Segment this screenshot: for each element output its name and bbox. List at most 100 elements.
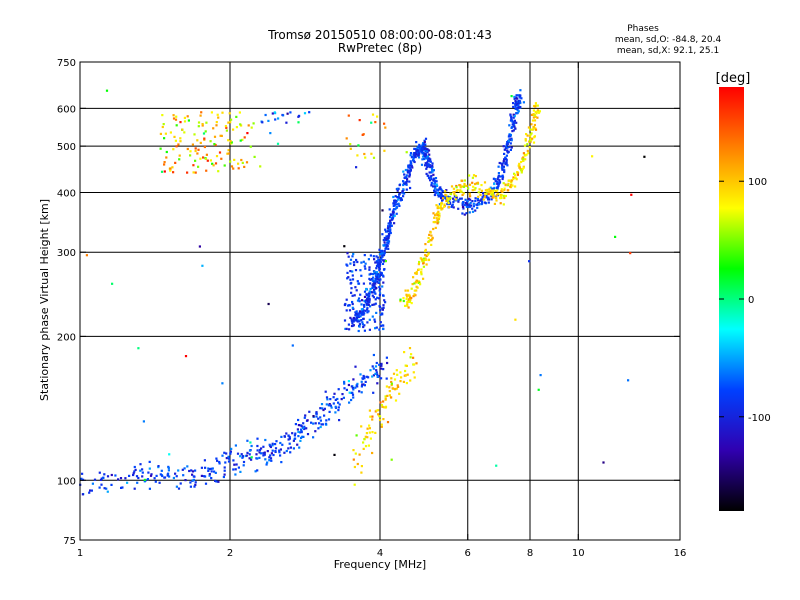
- data-point: [501, 177, 504, 181]
- data-point: [493, 189, 496, 192]
- data-point: [406, 289, 410, 292]
- data-point: [463, 182, 466, 186]
- data-point: [381, 274, 385, 277]
- data-point: [103, 487, 106, 490]
- data-point: [350, 291, 353, 294]
- data-point: [154, 480, 157, 483]
- data-point: [368, 268, 371, 271]
- data-point: [386, 230, 389, 233]
- data-point: [350, 318, 353, 321]
- data-point: [373, 318, 376, 321]
- data-point: [354, 314, 357, 317]
- data-point: [393, 222, 396, 225]
- data-point: [499, 175, 503, 178]
- data-point: [297, 121, 300, 124]
- data-point: [371, 284, 374, 287]
- data-point: [378, 294, 381, 297]
- data-point: [504, 163, 507, 166]
- data-point: [424, 137, 428, 140]
- data-point: [376, 263, 379, 266]
- data-point: [467, 197, 470, 200]
- data-point: [298, 446, 301, 449]
- data-point: [521, 168, 524, 171]
- data-point: [516, 97, 519, 100]
- data-point: [371, 431, 374, 434]
- data-point: [349, 147, 352, 150]
- data-point: [218, 462, 221, 465]
- data-point: [407, 166, 410, 169]
- data-point: [442, 197, 445, 200]
- data-point: [256, 444, 259, 448]
- data-point: [135, 475, 139, 478]
- data-point: [403, 173, 406, 176]
- data-point: [423, 147, 426, 151]
- data-point: [362, 325, 365, 329]
- data-point: [378, 415, 382, 418]
- data-point: [338, 419, 341, 422]
- data-point: [235, 126, 238, 129]
- data-point: [460, 179, 463, 182]
- data-point: [270, 459, 273, 462]
- data-point: [199, 114, 202, 117]
- data-point: [100, 477, 103, 480]
- data-point: [378, 363, 381, 366]
- data-point: [466, 199, 469, 202]
- data-point: [394, 388, 397, 391]
- data-point: [510, 181, 513, 184]
- data-point: [388, 208, 391, 211]
- data-point: [240, 158, 243, 162]
- data-point: [364, 156, 367, 159]
- data-point: [279, 441, 282, 445]
- data-point: [435, 204, 438, 207]
- data-point: [514, 318, 517, 321]
- data-point: [172, 476, 175, 480]
- data-point: [172, 117, 176, 120]
- data-point: [424, 257, 427, 260]
- data-point: [384, 301, 387, 304]
- data-point: [421, 143, 424, 146]
- data-point: [343, 387, 346, 390]
- data-point: [328, 403, 331, 406]
- data-point: [469, 198, 472, 201]
- data-point: [337, 406, 340, 409]
- data-point: [208, 468, 211, 471]
- data-point: [348, 401, 351, 404]
- data-point: [189, 481, 192, 484]
- data-point: [434, 177, 438, 180]
- data-point: [381, 307, 384, 310]
- data-point: [378, 281, 381, 284]
- data-point: [216, 459, 219, 462]
- data-point: [197, 165, 200, 168]
- data-point: [114, 474, 117, 477]
- data-point: [325, 419, 328, 422]
- data-point: [363, 265, 366, 268]
- data-point: [402, 180, 405, 183]
- data-point: [485, 194, 488, 197]
- data-point: [530, 123, 533, 126]
- data-point: [305, 427, 308, 430]
- data-point: [377, 413, 380, 416]
- data-point: [417, 268, 420, 271]
- data-point: [436, 192, 440, 195]
- data-point: [248, 453, 251, 456]
- data-point: [514, 103, 517, 106]
- data-point: [194, 159, 197, 162]
- y-tick-label: 75: [63, 536, 76, 547]
- data-point: [433, 216, 436, 219]
- data-point: [407, 164, 410, 167]
- data-point: [410, 296, 413, 300]
- data-point: [254, 470, 257, 473]
- data-point: [291, 344, 294, 347]
- data-point: [499, 197, 502, 200]
- data-point: [431, 170, 434, 173]
- data-point: [328, 410, 331, 413]
- data-point: [522, 152, 525, 155]
- data-point: [529, 128, 532, 131]
- data-point: [175, 475, 178, 478]
- data-point: [288, 442, 291, 445]
- data-point: [211, 162, 214, 165]
- data-point: [358, 453, 361, 456]
- data-point: [363, 324, 366, 327]
- data-point: [363, 438, 366, 441]
- data-point: [235, 463, 238, 466]
